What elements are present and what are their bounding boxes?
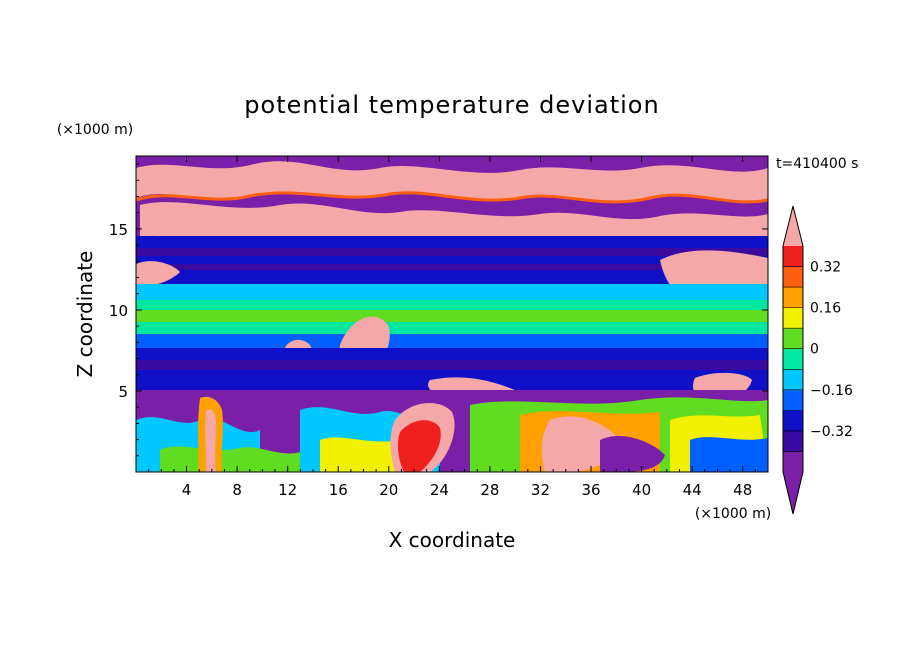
green-swirl-left xyxy=(160,446,300,472)
x-tick-label: 8 xyxy=(232,481,242,499)
blue-inset-46km xyxy=(690,437,768,472)
darkblue-strip-1 xyxy=(136,248,768,256)
purple-inset-40km xyxy=(600,435,665,472)
colorbar-box xyxy=(783,307,803,329)
y-axis-title: Z coordinate xyxy=(73,251,97,378)
sky-blue-strip xyxy=(136,334,768,348)
darkblue-strip-3 xyxy=(136,360,768,370)
y-tick-label: 5 xyxy=(118,383,128,401)
x-tick-label: 16 xyxy=(329,481,348,499)
x-tick-label: 4 xyxy=(182,481,192,499)
y-unit-label: (×1000 m) xyxy=(57,122,133,138)
x-tick-label: 36 xyxy=(581,481,600,499)
x-tick-label: 28 xyxy=(480,481,499,499)
colorbar: 0.32 0.16 0 −0.16 −0.32 xyxy=(782,205,853,515)
colorbar-box xyxy=(783,451,803,473)
colorbar-outline xyxy=(782,205,804,515)
colorbar-box xyxy=(783,287,803,309)
darkblue-strip-2 xyxy=(136,264,768,270)
colorbar-tick-label: −0.32 xyxy=(810,424,853,440)
colorbar-box xyxy=(783,430,803,452)
red-swirl-22km xyxy=(397,420,441,472)
colorbar-arrow-low xyxy=(783,472,803,514)
pink-core-6km xyxy=(205,409,216,472)
x-axis-title: X coordinate xyxy=(389,528,516,552)
colorbar-box xyxy=(783,328,803,350)
x-tick-label: 40 xyxy=(632,481,651,499)
x-unit-label: (×1000 m) xyxy=(695,506,771,522)
red-edge-1 xyxy=(136,191,768,204)
colorbar-box xyxy=(783,410,803,432)
x-tick-label: 24 xyxy=(430,481,449,499)
chart-title: potential temperature deviation xyxy=(244,91,659,119)
light-green-strip xyxy=(136,310,768,322)
colorbar-tick-label: 0 xyxy=(810,342,819,358)
contour-field xyxy=(136,156,768,472)
colorbar-tick-label: −0.16 xyxy=(810,383,853,399)
pink-cloud-mid xyxy=(140,202,768,245)
y-tick-label: 10 xyxy=(109,302,128,320)
x-axis: 4 8 12 16 20 24 28 32 36 40 44 48 xyxy=(148,156,756,499)
colorbar-box xyxy=(783,369,803,391)
x-tick-label: 48 xyxy=(733,481,752,499)
colorbar-tick-label: 0.16 xyxy=(810,301,841,317)
y-axis: 5 10 15 xyxy=(109,163,768,457)
x-tick-label: 12 xyxy=(278,481,297,499)
pink-patch-left xyxy=(136,261,180,287)
colorbar-box xyxy=(783,348,803,370)
colorbar-box xyxy=(783,389,803,411)
colorbar-box xyxy=(783,266,803,288)
x-tick-label: 44 xyxy=(683,481,702,499)
x-tick-label: 32 xyxy=(531,481,550,499)
x-tick-label: 20 xyxy=(379,481,398,499)
yellow-swirl-mid xyxy=(320,437,400,472)
colorbar-tick-label: 0.32 xyxy=(810,260,841,276)
time-label: t=410400 s xyxy=(776,156,858,172)
y-tick-label: 15 xyxy=(109,221,128,239)
colorbar-box xyxy=(783,246,803,268)
